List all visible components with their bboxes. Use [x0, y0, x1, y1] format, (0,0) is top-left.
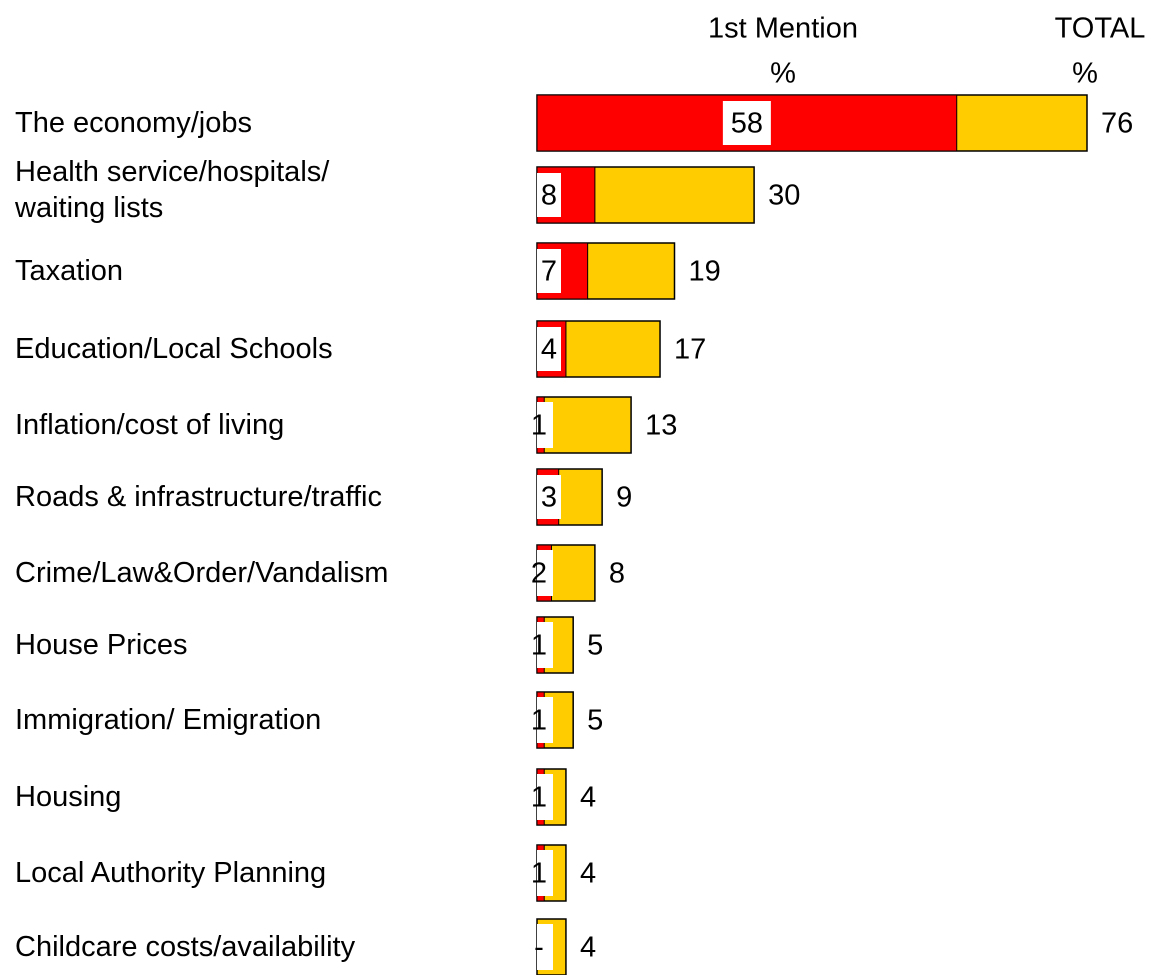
label-box — [537, 850, 553, 896]
value-label: 13 — [645, 410, 677, 442]
label-box — [722, 101, 771, 145]
category-label: The economy/jobs — [15, 107, 252, 139]
label-box — [537, 774, 553, 820]
category-label: Childcare costs/availability — [15, 931, 356, 963]
value-label: 5 — [587, 630, 603, 662]
category-label: Local Authority Planning — [15, 857, 327, 889]
label-box — [537, 249, 561, 293]
value-label: 8 — [609, 558, 625, 590]
category-label: Taxation — [15, 255, 124, 287]
category-label: Crime/Law&Order/Vandalism — [15, 557, 389, 589]
value-label: 1 — [531, 410, 547, 442]
category-label: Health service/hospitals/ waiting lists — [15, 156, 330, 224]
label-box — [537, 327, 561, 371]
label-box — [537, 622, 553, 668]
series-header: TOTAL — [1055, 13, 1146, 45]
value-label: 7 — [541, 256, 557, 288]
value-label: 4 — [580, 932, 596, 964]
value-label: 8 — [541, 180, 557, 212]
value-label: 76 — [1101, 108, 1133, 140]
unit-header: % — [770, 58, 796, 90]
value-label: 3 — [541, 482, 557, 514]
category-label: Housing — [15, 781, 122, 813]
category-label: House Prices — [15, 629, 188, 661]
value-label: 5 — [587, 705, 603, 737]
value-label: 1 — [531, 782, 547, 814]
value-label: 4 — [580, 782, 596, 814]
unit-header: % — [1072, 58, 1098, 90]
series-header: 1st Mention — [708, 13, 858, 45]
value-label: 30 — [768, 180, 800, 212]
value-label: 4 — [541, 334, 557, 366]
value-label: 17 — [674, 334, 706, 366]
label-box — [537, 475, 561, 519]
value-label: 19 — [689, 256, 721, 288]
value-label: 1 — [531, 630, 547, 662]
value-label: 4 — [580, 858, 596, 890]
label-box — [537, 924, 553, 970]
label-box — [537, 173, 561, 217]
value-label: 2 — [531, 558, 547, 590]
label-box — [537, 550, 553, 596]
category-label: Inflation/cost of living — [15, 409, 285, 441]
label-box — [537, 697, 553, 743]
category-label: Roads & infrastructure/traffic — [15, 481, 382, 513]
category-label: Education/Local Schools — [15, 333, 333, 365]
value-label: - — [534, 932, 544, 964]
label-box — [537, 402, 553, 448]
value-label: 1 — [531, 858, 547, 890]
category-label: Immigration/ Emigration — [15, 704, 322, 736]
value-label: 9 — [616, 482, 632, 514]
value-label: 58 — [731, 108, 763, 140]
value-label: 1 — [531, 705, 547, 737]
